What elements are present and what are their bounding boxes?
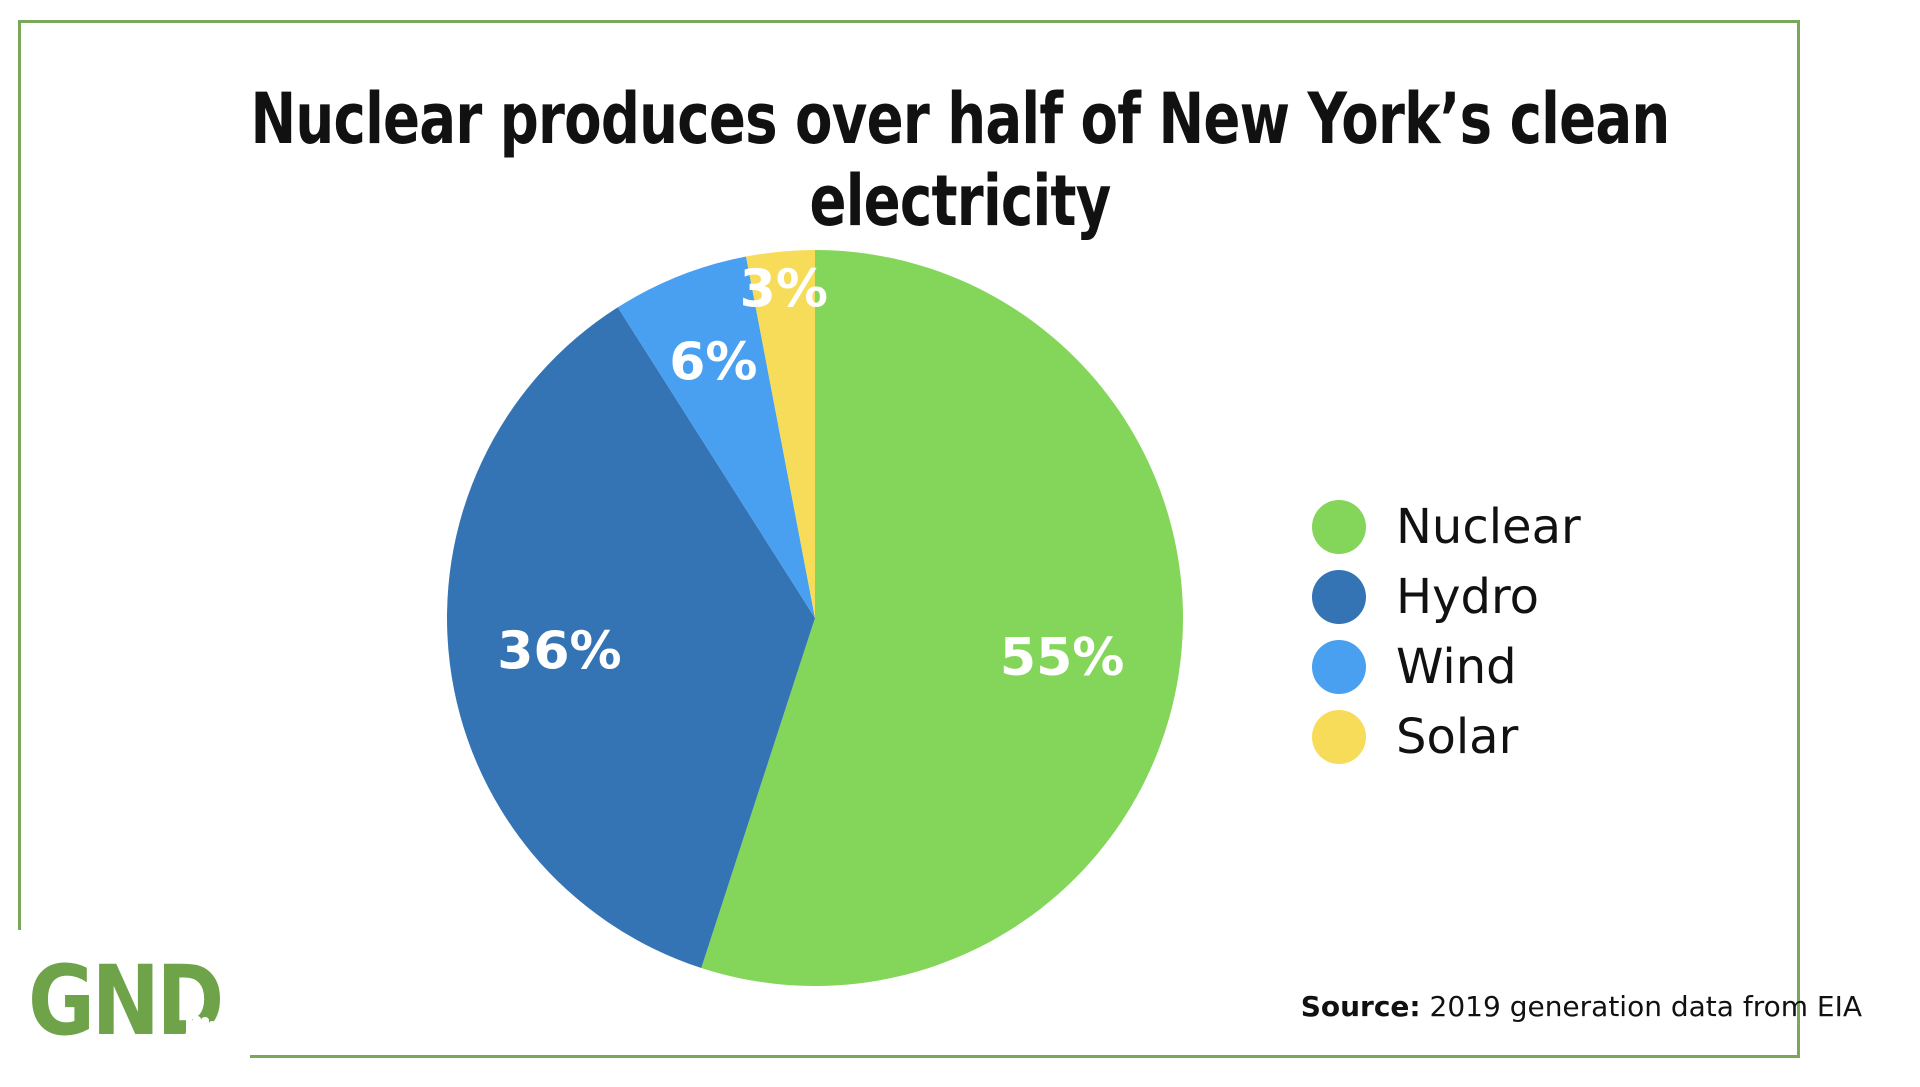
legend-item-wind: Wind [1312, 632, 1581, 702]
gnd-logo: GND [28, 945, 255, 1060]
chart-title: Nuclear produces over half of New York’s… [250, 78, 1670, 242]
chart-frame [18, 20, 1800, 1058]
pie-label-hydro: 36% [497, 621, 621, 681]
pie-slice-hydro [447, 307, 815, 968]
logo-background [0, 930, 250, 1080]
legend-label-nuclear: Nuclear [1396, 499, 1581, 555]
pie-label-nuclear: 55% [1000, 628, 1124, 688]
legend-item-hydro: Hydro [1312, 562, 1581, 632]
legend-label-hydro: Hydro [1396, 569, 1540, 625]
pie-label-wind: 6% [669, 332, 757, 392]
legend-item-solar: Solar [1312, 702, 1581, 772]
source-text: 2019 generation data from EIA [1429, 990, 1862, 1023]
legend-swatch-nuclear [1312, 500, 1366, 554]
legend-swatch-solar [1312, 710, 1366, 764]
legend: Nuclear Hydro Wind Solar [1312, 492, 1581, 772]
legend-item-nuclear: Nuclear [1312, 492, 1581, 562]
legend-swatch-wind [1312, 640, 1366, 694]
raised-fist-icon [178, 975, 218, 1087]
source-note: Source: 2019 generation data from EIA [1301, 990, 1862, 1023]
source-prefix: Source: [1300, 990, 1421, 1023]
pie-slice-nuclear [701, 250, 1183, 986]
pie-label-solar: 3% [740, 259, 828, 319]
legend-label-solar: Solar [1396, 709, 1519, 765]
pie-slice-solar [746, 250, 815, 618]
legend-label-wind: Wind [1396, 639, 1517, 695]
pie-slice-wind [617, 256, 815, 618]
legend-swatch-hydro [1312, 570, 1366, 624]
